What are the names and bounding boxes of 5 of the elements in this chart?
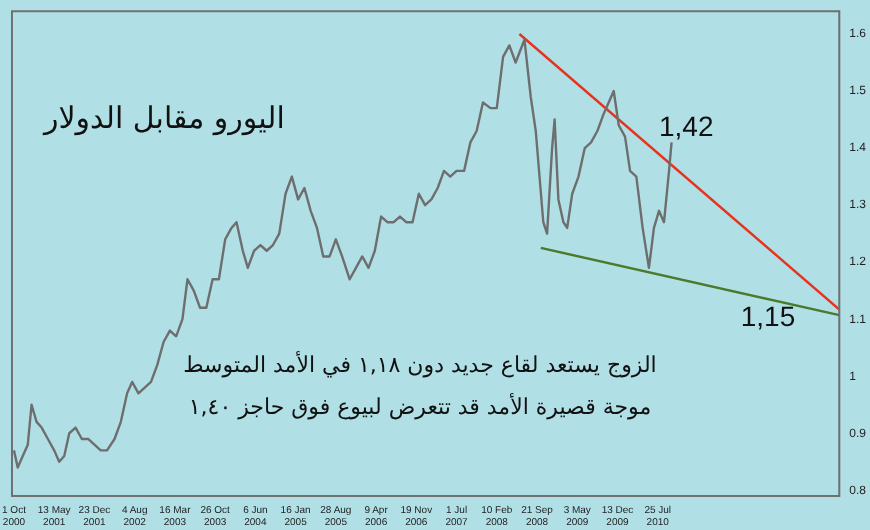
annotation: الزوج يستعد لقاع جديد دون ١,١٨ في الأمد المتوسط [181,352,659,378]
annotation: 1,42 [658,110,714,143]
text: اليورو مقابل الدولار [44,100,285,136]
annotation: 1,15 [738,300,798,332]
annotation: موجة قصيرة الأمد قد تتعرض لبيوع فوق حاجز ١,٤٠ [186,394,654,420]
